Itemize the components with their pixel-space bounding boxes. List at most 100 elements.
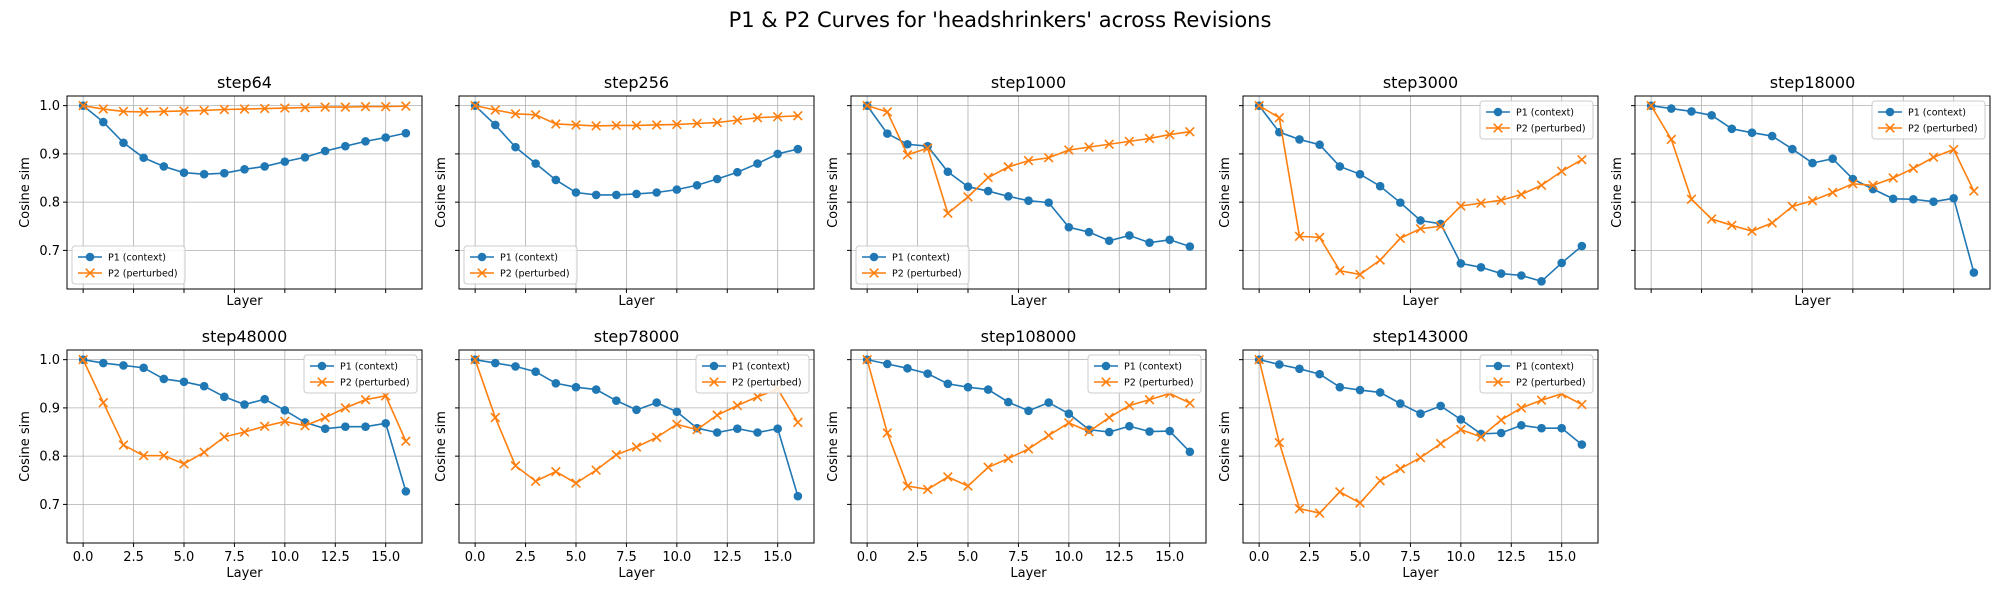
data-point-p2: [1576, 154, 1587, 165]
data-point-p1: [793, 491, 803, 501]
legend-box: [1087, 354, 1202, 394]
data-point-p1: [591, 190, 601, 200]
legend: P1 (context) P2 (perturbed): [1479, 354, 1594, 394]
x-tick-label: 12.5: [713, 550, 742, 565]
x-tick-label: 2.5: [1299, 550, 1320, 565]
data-point-p2: [1314, 232, 1325, 243]
data-point-p1: [692, 423, 702, 433]
data-point-p1: [139, 153, 148, 163]
data-point-p2: [611, 120, 622, 131]
data-point-p2: [300, 102, 310, 113]
x-axis-label: Layer: [226, 294, 263, 309]
data-point-p1: [1517, 271, 1526, 280]
subplot-title: step1000: [991, 73, 1066, 92]
data-point-p2: [902, 149, 913, 160]
data-point-p2: [671, 419, 682, 430]
data-point-p1: [883, 129, 892, 138]
data-point-p2: [1334, 265, 1345, 276]
x-tick-label: 12.5: [321, 550, 350, 565]
x-axis-label: Layer: [1010, 566, 1047, 581]
data-point-p2: [279, 103, 290, 113]
data-point-p1: [652, 398, 661, 407]
legend-marker: [869, 252, 879, 262]
data-point-p1: [1104, 236, 1114, 246]
data-point-p2: [1355, 269, 1365, 280]
data-point-p2: [1084, 426, 1094, 437]
data-point-p2: [219, 104, 230, 115]
data-point-p2: [118, 440, 129, 450]
data-point-p2: [732, 400, 743, 411]
legend: P1 (context) P2 (perturbed): [1871, 100, 1986, 140]
x-tick-label: 15.0: [371, 550, 400, 565]
data-point-p1: [733, 424, 742, 433]
subplot-title: step108000: [981, 327, 1077, 346]
data-point-p1: [1375, 181, 1385, 191]
data-point-p1: [240, 165, 249, 174]
data-point-p1: [1828, 154, 1837, 164]
data-point-p1: [119, 361, 128, 370]
data-point-p2: [1888, 173, 1899, 183]
legend-marker: [477, 252, 487, 262]
data-point-p2: [792, 110, 803, 121]
data-point-p2: [98, 397, 109, 408]
data-point-p1: [199, 169, 209, 179]
data-point-p1: [1355, 169, 1365, 179]
axes-frame: [66, 349, 423, 544]
data-point-p2: [732, 115, 743, 125]
data-point-p1: [632, 189, 641, 199]
data-point-p2: [1968, 186, 1979, 196]
data-point-p2: [118, 106, 129, 117]
legend-label: P2 (perturbed): [500, 269, 570, 280]
data-point-p1: [1044, 398, 1053, 407]
data-point-p1: [1808, 158, 1817, 168]
data-point-p1: [652, 188, 661, 197]
figure-title: P1 & P2 Curves for 'headshrinkers' acros…: [729, 8, 1272, 32]
data-point-p1: [903, 139, 912, 149]
subplot-title: step143000: [1373, 327, 1469, 346]
x-axis-label: Layer: [1402, 566, 1439, 581]
data-point-p1: [983, 186, 993, 196]
subplot-title: step48000: [202, 327, 288, 346]
subplot-step18000: step18000 Layer Cosine sim P1 (context) P2 (…: [1610, 73, 1991, 309]
data-point-p2: [1395, 463, 1406, 474]
legend-marker: [1493, 107, 1503, 117]
data-point-p1: [320, 146, 330, 156]
data-point-p2: [1948, 144, 1959, 155]
data-point-p2: [1868, 180, 1878, 191]
data-point-p2: [1375, 255, 1386, 265]
data-point-p2: [1496, 415, 1507, 425]
data-point-p2: [1144, 394, 1155, 405]
legend-marker: [1493, 377, 1503, 387]
legend-marker: [709, 361, 719, 371]
axes-frame: [66, 95, 423, 290]
data-point-p2: [651, 432, 662, 443]
data-point-p1: [179, 168, 189, 178]
x-axis-label: Layer: [618, 566, 655, 581]
data-point-p2: [138, 450, 149, 461]
legend-box: [71, 245, 186, 285]
legend-label: P2 (perturbed): [1516, 378, 1586, 389]
data-point-p2: [360, 101, 371, 112]
legend: P1 (context) P2 (perturbed): [303, 354, 418, 394]
x-tick-label: 2.5: [515, 550, 536, 565]
data-point-p1: [1165, 235, 1174, 245]
data-point-p2: [1063, 417, 1074, 428]
y-axis-label: Cosine sim: [18, 157, 33, 228]
y-tick-label: 1.0: [39, 353, 60, 368]
legend-marker: [1493, 361, 1503, 371]
x-tick-label: 0.0: [73, 550, 94, 565]
data-point-p1: [1024, 406, 1033, 416]
x-axis-label: Layer: [1010, 294, 1047, 309]
data-point-p1: [1275, 360, 1284, 369]
y-tick-label: 1.0: [39, 99, 60, 114]
data-point-p1: [1004, 397, 1013, 407]
data-point-p2: [360, 394, 371, 405]
data-point-p1: [1145, 427, 1154, 436]
data-point-p2: [611, 449, 622, 460]
data-point-p1: [1165, 426, 1174, 436]
legend-marker: [1101, 377, 1111, 387]
y-tick-label: 0.8: [39, 450, 60, 465]
data-point-p2: [199, 105, 210, 116]
data-point-p1: [773, 424, 782, 433]
data-point-p2: [772, 111, 783, 122]
